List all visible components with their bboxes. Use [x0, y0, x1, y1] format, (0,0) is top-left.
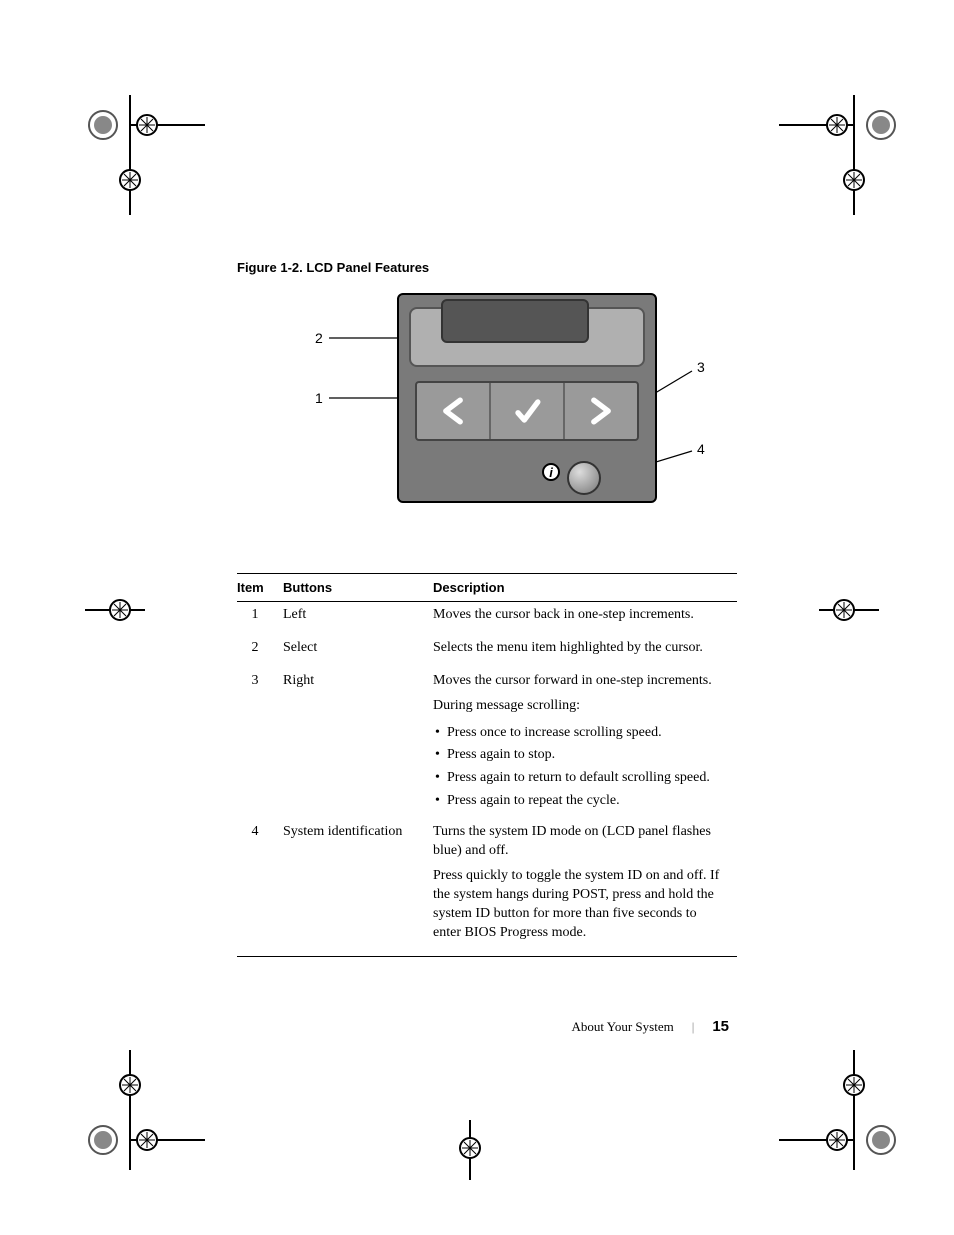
- cell-description: Turns the system ID mode on (LCD panel f…: [433, 819, 737, 957]
- lcd-screen: [441, 299, 589, 343]
- description-text: Moves the cursor back in one-step increm…: [433, 606, 727, 625]
- cell-button: Select: [283, 635, 433, 668]
- cell-item: 4: [237, 819, 283, 957]
- crop-mark-tr: [769, 85, 899, 215]
- crop-mark-bc: [430, 1100, 510, 1180]
- description-list-item: Press again to repeat the cycle.: [447, 790, 727, 813]
- description-list-item: Press again to return to default scrolli…: [447, 767, 727, 790]
- callout-2: 2: [315, 330, 323, 346]
- crop-mark-bl: [85, 1050, 215, 1180]
- cell-button: Left: [283, 602, 433, 635]
- th-item: Item: [237, 574, 283, 602]
- description-text: Turns the system ID mode on (LCD panel f…: [433, 823, 727, 861]
- callout-1: 1: [315, 390, 323, 406]
- table-row: 2SelectSelects the menu item highlighted…: [237, 635, 737, 668]
- footer-section: About Your System: [571, 1019, 673, 1035]
- cell-description: Selects the menu item highlighted by the…: [433, 635, 737, 668]
- crop-mark-mr: [799, 580, 879, 640]
- description-list-item: Press again to stop.: [447, 744, 727, 767]
- crop-mark-br: [769, 1050, 899, 1180]
- footer-separator: |: [692, 1019, 695, 1035]
- cell-description: Moves the cursor back in one-step increm…: [433, 602, 737, 635]
- description-list: Press once to increase scrolling speed.P…: [433, 722, 727, 814]
- system-id-button: [567, 461, 601, 495]
- description-text: Selects the menu item highlighted by the…: [433, 639, 727, 658]
- select-button: [491, 383, 565, 439]
- left-button: [417, 383, 491, 439]
- description-list-item: Press once to increase scrolling speed.: [447, 722, 727, 745]
- cell-item: 3: [237, 668, 283, 819]
- cell-item: 1: [237, 602, 283, 635]
- table-row: 1LeftMoves the cursor back in one-step i…: [237, 602, 737, 635]
- figure-caption: Figure 1-2. LCD Panel Features: [237, 260, 737, 275]
- cell-description: Moves the cursor forward in one-step inc…: [433, 668, 737, 819]
- callout-3: 3: [697, 359, 705, 375]
- table-row: 4System identificationTurns the system I…: [237, 819, 737, 957]
- table-row: 3RightMoves the cursor forward in one-st…: [237, 668, 737, 819]
- right-button: [565, 383, 637, 439]
- info-icon: i: [542, 463, 560, 481]
- crop-mark-ml: [85, 580, 165, 640]
- callout-4: 4: [697, 441, 705, 457]
- lcd-panel-diagram: 2 1 3 4 i: [267, 293, 707, 533]
- description-text: Moves the cursor forward in one-step inc…: [433, 672, 727, 691]
- crop-mark-tl: [85, 85, 215, 215]
- cell-button: Right: [283, 668, 433, 819]
- cell-item: 2: [237, 635, 283, 668]
- th-description: Description: [433, 574, 737, 602]
- features-table: Item Buttons Description 1LeftMoves the …: [237, 573, 737, 957]
- page-footer: About Your System | 15: [571, 1018, 729, 1035]
- footer-page-number: 15: [712, 1018, 729, 1035]
- description-text: Press quickly to toggle the system ID on…: [433, 867, 727, 943]
- cell-button: System identification: [283, 819, 433, 957]
- description-text: During message scrolling:: [433, 697, 727, 716]
- th-buttons: Buttons: [283, 574, 433, 602]
